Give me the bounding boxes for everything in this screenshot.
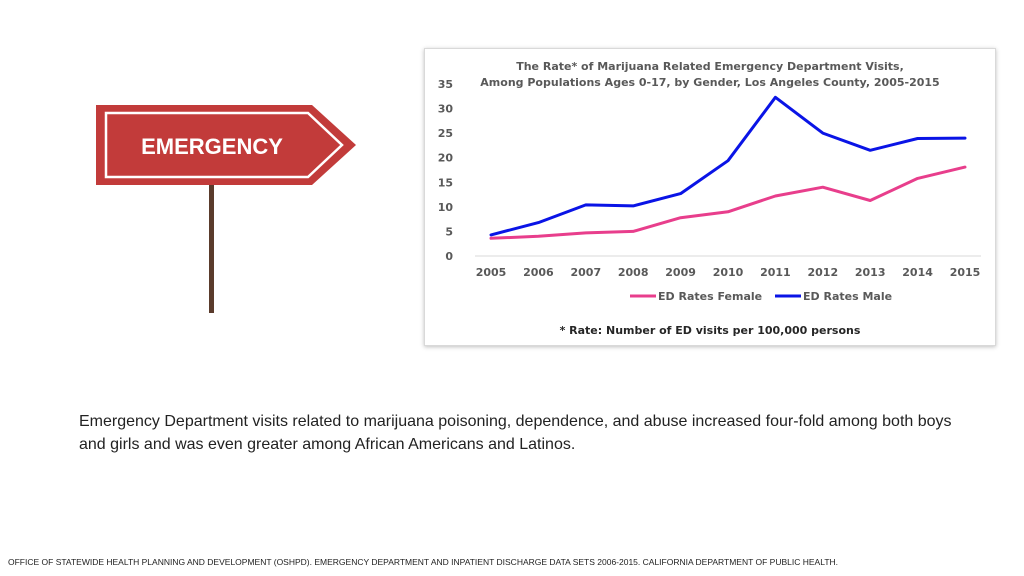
- x-tick-label: 2012: [807, 266, 838, 279]
- chart-title: The Rate* of Marijuana Related Emergency…: [516, 60, 904, 73]
- line-chart: 0 5 10 15 20 25 30 35 2005 2006 2007 2008 2009 2010 20…: [438, 78, 981, 303]
- y-tick-label: 5: [445, 225, 453, 238]
- x-tick-label: 2014: [902, 266, 933, 279]
- sign-post: [209, 180, 214, 313]
- chart-card: 0 5 10 15 20 25 30 35 2005 2006 2007 2008 2009 2010 20…: [424, 48, 996, 346]
- x-tick-label: 2005: [476, 266, 507, 279]
- y-tick-label: 25: [438, 127, 453, 140]
- y-tick-label: 15: [438, 176, 453, 189]
- sign-border: [104, 111, 344, 179]
- legend-label: ED Rates Female: [658, 290, 762, 303]
- x-tick-label: 2006: [523, 266, 554, 279]
- x-tick-label: 2007: [570, 266, 601, 279]
- x-tick-label: 2008: [618, 266, 649, 279]
- legend-label: ED Rates Male: [803, 290, 892, 303]
- x-tick-label: 2009: [665, 266, 696, 279]
- source-citation: OFFICE OF STATEWIDE HEALTH PLANNING AND …: [8, 557, 839, 567]
- y-tick-label: 20: [438, 152, 454, 165]
- x-tick-label: 2011: [760, 266, 791, 279]
- caption-text: Emergency Department visits related to m…: [79, 413, 952, 453]
- series-line-female: [489, 165, 967, 240]
- x-tick-label: 2013: [855, 266, 886, 279]
- y-tick-label: 30: [438, 103, 454, 116]
- x-tick-label: 2015: [950, 266, 981, 279]
- chart-subtitle: Among Populations Ages 0-17, by Gender, …: [480, 76, 940, 89]
- chart-footnote: * Rate: Number of ED visits per 100,000 …: [559, 324, 861, 337]
- x-tick-label: 2010: [713, 266, 744, 279]
- sign-board: [96, 105, 356, 185]
- emergency-sign-image: EMERGENCY: [96, 105, 356, 313]
- y-tick-label: 10: [438, 201, 454, 214]
- sign-label: EMERGENCY: [141, 134, 283, 159]
- series-line-male: [489, 95, 967, 237]
- y-tick-label: 35: [438, 78, 453, 91]
- y-tick-label: 0: [445, 250, 453, 263]
